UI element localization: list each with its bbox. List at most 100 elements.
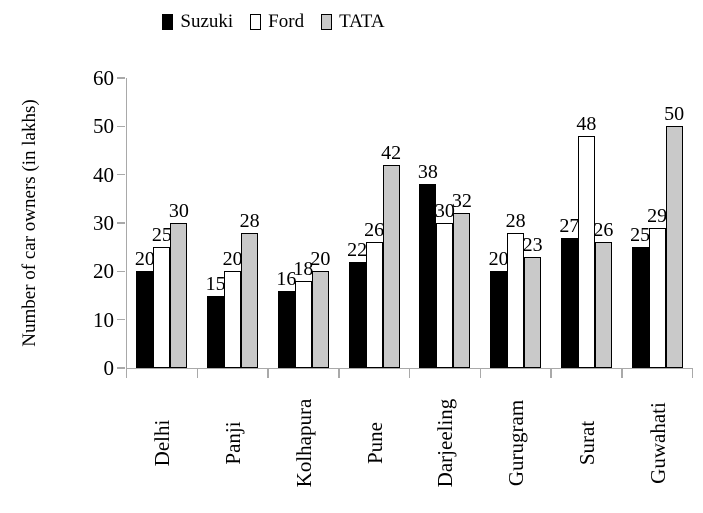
bar-value-label: 28: [239, 209, 260, 232]
category-label: Surat: [574, 420, 599, 466]
bar-suzuki: [207, 295, 225, 368]
bar-value-label: 30: [168, 200, 189, 222]
y-axis-tick-label: 10: [93, 307, 114, 332]
category-label: Kolhapura: [291, 398, 316, 488]
bar-unit: 20: [222, 78, 243, 368]
legend-swatch-suzuki: [162, 14, 174, 30]
y-axis-tick-label: 20: [93, 259, 114, 284]
category-label: Panji: [221, 421, 246, 465]
bar-tata: [524, 256, 542, 368]
bar-ford: [153, 247, 171, 368]
plot-area: 20 25 30 15 20 28 16 18 20 22 26 42 38 30 32 20 28 23 27 48…: [117, 77, 694, 378]
y-axis-tick: [117, 125, 125, 128]
bar-value-label: 18: [293, 258, 314, 280]
bar-unit: 15: [206, 78, 226, 368]
y-axis-tick: [117, 270, 125, 273]
x-axis-tick: [267, 368, 269, 378]
bar-group-gurugram: 20 28 23: [480, 78, 551, 368]
y-axis-title: Number of car owners (in lakhs): [19, 99, 40, 347]
bar-value-label: 25: [630, 224, 651, 247]
bar-tata: [170, 223, 188, 368]
legend-swatch-tata: [321, 14, 333, 30]
bar-value-label: 25: [151, 224, 172, 247]
category-label: Pune: [362, 422, 387, 464]
x-axis-tick: [408, 368, 411, 378]
bar-value-label: 50: [664, 103, 685, 126]
bar-group-pune: 22 26 42: [339, 78, 410, 368]
bar-unit: 48: [576, 78, 597, 368]
legend-label: Ford: [268, 11, 305, 32]
bar-value-label: 16: [276, 267, 297, 290]
bar-tata: [453, 213, 471, 368]
bar-tata: [594, 242, 612, 368]
y-axis-tick: [117, 173, 125, 176]
bar-suzuki: [419, 184, 437, 368]
bar-value-label: 20: [134, 248, 155, 271]
bar-value-label: 20: [310, 248, 331, 271]
bar-value-label: 30: [434, 200, 455, 222]
bar-unit: 30: [168, 78, 189, 368]
bar-unit: 28: [505, 78, 526, 368]
bar-tata: [241, 232, 259, 368]
y-axis-tick-label: 30: [93, 211, 114, 235]
bar-group-panji: 15 20 28: [197, 78, 268, 368]
bar-suzuki: [490, 271, 508, 368]
bar-unit: 42: [381, 78, 402, 368]
x-axis-tick: [338, 368, 340, 378]
bar-unit: 20: [310, 78, 331, 368]
bar-value-label: 32: [451, 190, 472, 213]
x-axis-tick: [691, 368, 694, 378]
x-axis-tick: [479, 368, 481, 378]
bar-value-label: 23: [522, 233, 543, 256]
legend-item-tata: TATA: [321, 11, 385, 33]
x-axis-tick: [196, 368, 198, 378]
bar-unit: 22: [347, 78, 368, 368]
bar-unit: 16: [276, 78, 297, 368]
legend-label: Suzuki: [180, 11, 234, 32]
bar-value-label: 42: [381, 142, 402, 164]
bar-group-delhi: 20 25 30: [127, 78, 198, 368]
category-label: Guwahati: [645, 402, 670, 484]
bar-unit: 26: [364, 78, 384, 368]
bar-group-darjeeling: 38 30 32: [410, 78, 481, 368]
bar-suzuki: [631, 247, 649, 368]
bar-ford: [365, 242, 383, 368]
legend-swatch-ford: [250, 14, 262, 30]
bar-ford: [507, 232, 525, 368]
bar-value-label: 20: [222, 248, 243, 271]
bar-unit: 20: [134, 78, 155, 368]
x-axis-tick: [550, 368, 552, 378]
y-axis-tick-label: 40: [93, 162, 114, 187]
bar-value-label: 48: [576, 113, 597, 135]
bar-value-label: 20: [488, 248, 509, 271]
bar-suzuki: [560, 237, 578, 368]
bar-unit: 29: [647, 78, 667, 368]
bar-value-label: 28: [505, 209, 526, 232]
bar-suzuki: [348, 261, 366, 368]
legend-label: TATA: [339, 11, 385, 32]
bar-ford: [648, 227, 666, 368]
category-label: Delhi: [150, 419, 175, 467]
bar-ford: [577, 136, 595, 368]
bar-tata: [311, 271, 329, 368]
bar-unit: 25: [630, 78, 651, 368]
bar-suzuki: [136, 271, 154, 368]
category-label: Gurugram: [504, 399, 529, 487]
bar-tata: [665, 126, 683, 368]
y-axis-tick-label: 60: [93, 66, 114, 90]
bar-suzuki: [277, 290, 295, 368]
bar-value-label: 22: [347, 238, 368, 261]
bar-unit: 38: [417, 78, 438, 368]
bar-unit: 27: [559, 78, 580, 368]
bar-group-guwahati: 25 29 50: [622, 78, 693, 368]
y-axis-tick: [117, 77, 125, 79]
bar-unit: 20: [488, 78, 509, 368]
y-axis-tick-label: 50: [93, 114, 114, 139]
bar-unit: 50: [664, 78, 685, 368]
bar-unit: 23: [522, 78, 543, 368]
bar-value-label: 38: [417, 161, 438, 184]
bar-ford: [294, 281, 312, 368]
bar-value-label: 27: [559, 214, 580, 237]
legend-item-suzuki: Suzuki: [162, 11, 233, 33]
